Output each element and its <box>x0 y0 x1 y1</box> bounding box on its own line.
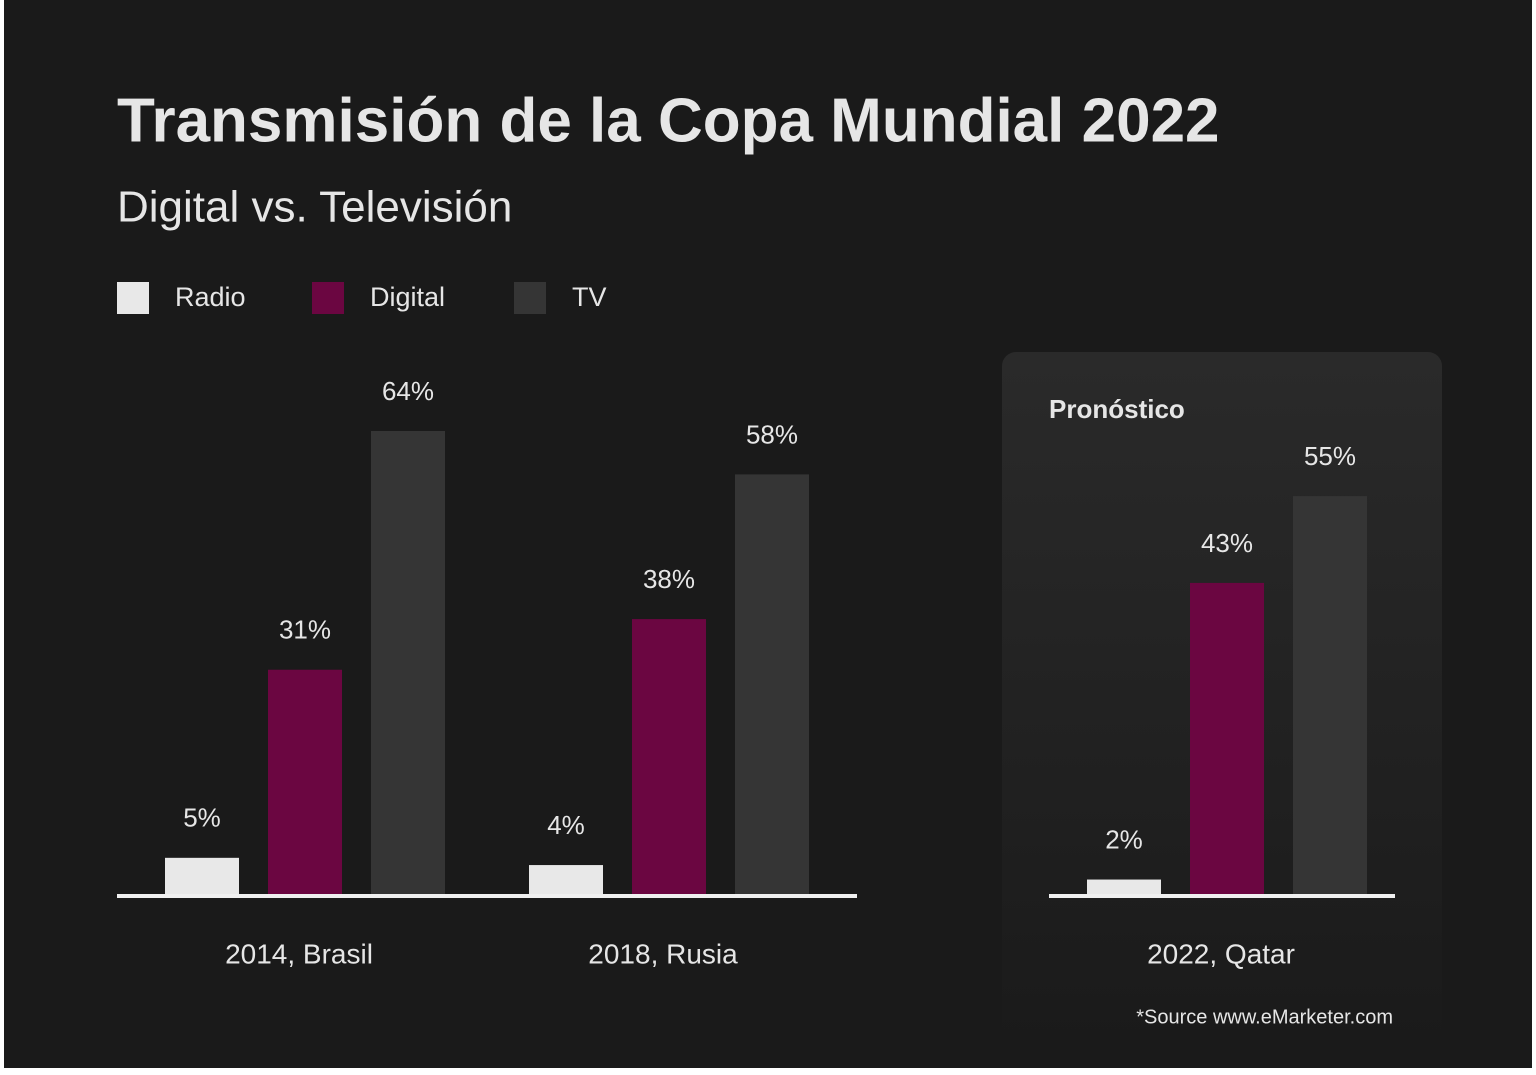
bar <box>529 865 603 894</box>
value-label: 43% <box>1201 528 1253 558</box>
value-label: 58% <box>746 419 798 449</box>
value-label: 31% <box>279 615 331 645</box>
legend-swatch <box>514 282 546 314</box>
bar <box>1293 496 1367 894</box>
bar <box>1087 879 1161 894</box>
legend-swatch <box>312 282 344 314</box>
chart-title: Transmisión de la Copa Mundial 2022 <box>117 86 1220 155</box>
annotation: Pronóstico <box>1049 394 1185 424</box>
value-label: 64% <box>382 376 434 406</box>
x-tick-label: 2014, Brasil <box>225 938 373 969</box>
value-label: 4% <box>547 810 585 840</box>
value-label: 38% <box>643 564 695 594</box>
bar <box>268 669 342 894</box>
bar <box>1190 582 1264 894</box>
bar <box>165 857 239 894</box>
legend-label: Radio <box>175 282 246 312</box>
x-tick-label: 2018, Rusia <box>588 938 738 969</box>
chart-subtitle: Digital vs. Televisión <box>117 183 512 232</box>
x-tick-label: 2022, Qatar <box>1147 938 1295 969</box>
value-label: 5% <box>183 803 221 833</box>
legend-swatch <box>117 282 149 314</box>
bar <box>735 474 809 894</box>
bar <box>371 431 445 894</box>
value-label: 2% <box>1105 824 1143 854</box>
legend-label: Digital <box>370 282 445 312</box>
value-label: 55% <box>1304 441 1356 471</box>
bar <box>632 619 706 894</box>
legend-label: TV <box>572 282 607 312</box>
source-note: *Source www.eMarketer.com <box>1136 1006 1393 1028</box>
